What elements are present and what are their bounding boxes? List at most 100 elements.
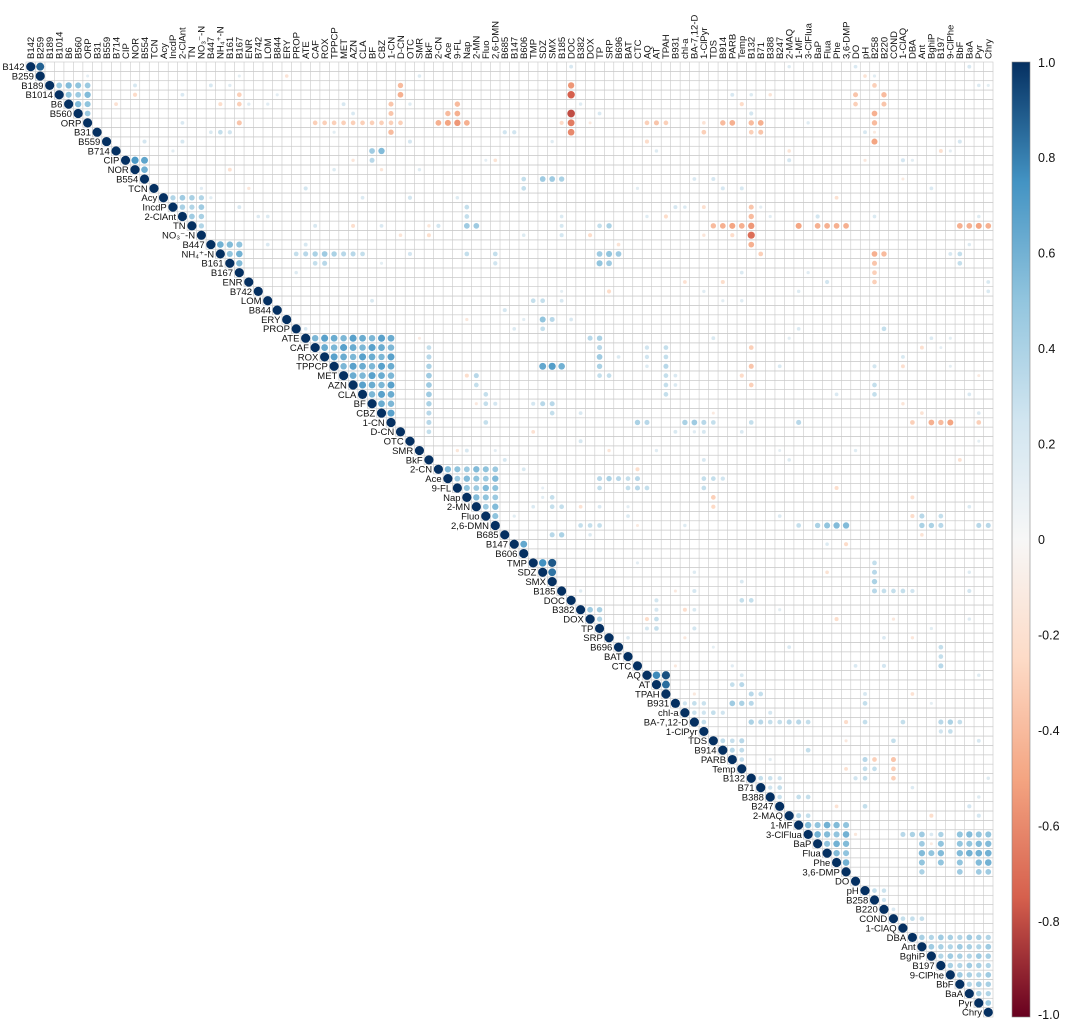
corr-cell-65-66 xyxy=(652,671,661,680)
row-label: B914 xyxy=(694,746,716,757)
corr-cell-39-75 xyxy=(739,429,744,434)
corr-cell-12-92 xyxy=(901,177,905,181)
corr-cell-15-77 xyxy=(759,205,763,209)
corr-cell-83-85 xyxy=(833,840,840,848)
corr-cell-19-29 xyxy=(303,242,308,247)
corr-cell-4-20 xyxy=(218,102,223,107)
corr-cell-83-84 xyxy=(824,840,831,847)
corr-cell-6-65 xyxy=(644,120,650,126)
corr-cell-11-41 xyxy=(417,167,422,172)
corr-cell-20-46 xyxy=(464,251,470,257)
corr-cell-30-35 xyxy=(359,344,366,351)
corr-cell-33-34 xyxy=(349,372,357,380)
row-label: IncdP xyxy=(142,203,166,214)
corr-cell-31-42 xyxy=(426,354,432,360)
column-label: BkF xyxy=(424,42,435,59)
corr-cell-74-75 xyxy=(739,757,745,762)
row-label: TN xyxy=(173,221,186,232)
corr-cell-42-50 xyxy=(502,457,507,462)
diagonal-cell-81 xyxy=(794,820,804,830)
corr-cell-29-95 xyxy=(929,336,934,341)
corr-cell-100-101 xyxy=(985,1000,992,1006)
diagonal-cell-20 xyxy=(215,249,225,259)
diagonal-cell-24 xyxy=(253,286,263,296)
corr-cell-84-94 xyxy=(918,849,926,857)
corr-cell-32-79 xyxy=(777,364,782,369)
corr-cell-4-90 xyxy=(881,101,887,107)
column-label: DOX xyxy=(585,38,596,59)
corr-cell-35-85 xyxy=(834,392,839,397)
column-label: B189 xyxy=(45,37,56,59)
corr-cell-20-89 xyxy=(871,251,878,257)
corr-cell-29-37 xyxy=(377,334,386,342)
corr-cell-17-74 xyxy=(729,222,736,229)
corr-cell-37-38 xyxy=(387,409,395,417)
color-legend-bar xyxy=(1011,61,1031,1018)
corr-cell-25-73 xyxy=(721,299,725,303)
corr-cell-42-71 xyxy=(701,457,706,462)
corr-cell-14-19 xyxy=(209,196,213,200)
corr-cell-7-77 xyxy=(758,129,764,135)
corr-cell-20-28 xyxy=(293,251,299,257)
corr-cell-20-33 xyxy=(341,251,347,257)
grid-row-55 xyxy=(547,576,994,587)
corr-cell-16-76 xyxy=(748,213,754,220)
row-label: 3,6-DMP xyxy=(802,867,839,878)
column-label: Ace xyxy=(443,43,454,59)
row-label: Phe xyxy=(813,858,830,869)
diagonal-cell-49 xyxy=(490,520,500,531)
corr-cell-12-55 xyxy=(549,176,556,182)
row-label: TDS xyxy=(688,736,707,747)
corr-cell-7-21 xyxy=(227,130,232,135)
corr-cell-57-75 xyxy=(739,598,745,603)
column-label: B6 xyxy=(64,47,75,59)
corr-cell-16-18 xyxy=(198,213,205,220)
corr-cell-38-42 xyxy=(426,419,432,425)
corr-cell-13-18 xyxy=(199,186,204,191)
grid-row-19 xyxy=(205,239,994,250)
corr-cell-12-56 xyxy=(558,176,565,182)
column-label: Fluo xyxy=(481,41,492,59)
corr-cell-69-71 xyxy=(701,710,706,715)
row-label: B142 xyxy=(2,62,24,73)
diagonal-cell-22 xyxy=(234,268,244,278)
corr-cell-4-75 xyxy=(739,102,744,107)
corr-cell-31-35 xyxy=(359,353,367,361)
corr-cell-81-83 xyxy=(814,822,821,829)
row-label: B247 xyxy=(751,802,773,813)
corr-cell-70-82 xyxy=(805,719,811,725)
corr-cell-6-22 xyxy=(236,120,242,126)
corr-cell-82-85 xyxy=(833,831,840,838)
corr-cell-1-6 xyxy=(86,74,90,78)
corr-cell-9-15 xyxy=(171,149,175,153)
corr-cell-35-99 xyxy=(967,392,972,397)
color-legend-tick: -0.2 xyxy=(1038,629,1060,643)
corr-cell-32-37 xyxy=(377,362,386,370)
corr-cell-95-101 xyxy=(985,953,992,959)
corr-cell-45-85 xyxy=(834,485,839,491)
corr-cell-13-52 xyxy=(521,186,527,191)
corr-cell-18-39 xyxy=(398,233,403,237)
column-label: BghiP xyxy=(927,34,938,59)
corr-cell-56-90 xyxy=(881,588,887,594)
column-label: TP xyxy=(595,47,606,59)
corr-cell-84-101 xyxy=(984,849,992,857)
diagonal-cell-70 xyxy=(689,717,699,727)
column-label: DBA xyxy=(908,39,919,59)
column-label: pH xyxy=(860,47,871,59)
corr-cell-2-3 xyxy=(56,82,63,89)
corr-cell-16-24 xyxy=(256,214,261,219)
corr-cell-1-27 xyxy=(284,74,289,78)
corr-cell-25-36 xyxy=(370,298,374,303)
corr-cell-27-46 xyxy=(465,317,469,322)
corr-cell-17-60 xyxy=(597,223,602,229)
column-label: NH₄⁺-N xyxy=(216,26,227,59)
corr-cell-12-54 xyxy=(539,176,546,182)
corr-cell-37-42 xyxy=(426,410,432,416)
corr-cell-14-45 xyxy=(455,195,460,200)
corr-cell-78-81 xyxy=(796,794,801,800)
corr-cell-23-89 xyxy=(872,279,877,285)
corr-cell-2-39 xyxy=(397,82,404,89)
corr-cell-6-37 xyxy=(379,120,384,126)
corr-cell-10-92 xyxy=(900,158,905,163)
